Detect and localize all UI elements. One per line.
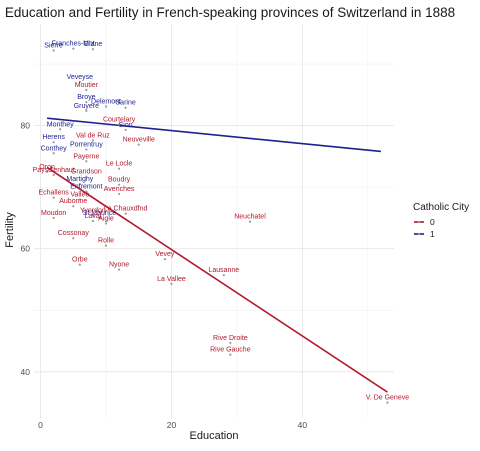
data-point <box>53 49 55 51</box>
data-point <box>53 217 55 219</box>
data-point <box>53 174 55 176</box>
legend-label: 1 <box>430 229 435 239</box>
data-point <box>72 205 74 207</box>
point-label: Rive Droite <box>213 335 248 342</box>
point-label: Avenches <box>104 186 135 193</box>
data-point <box>229 353 231 355</box>
point-label: Paysd'enhaut <box>33 167 75 174</box>
point-label: Payerne <box>73 153 99 160</box>
point-label: La Chauxdfnd <box>104 206 148 213</box>
point-label: Monthey <box>47 121 74 128</box>
x-tick-label: 20 <box>167 420 177 430</box>
y-tick-label: 40 <box>21 367 31 377</box>
data-point <box>59 128 61 130</box>
data-point <box>125 107 127 109</box>
x-tick-label: 0 <box>38 420 43 430</box>
data-point <box>92 220 94 222</box>
point-label: Orbe <box>72 257 88 264</box>
point-label: Le Locle <box>106 161 133 168</box>
point-label: Entremont <box>70 183 102 190</box>
data-point <box>53 197 55 199</box>
point-label: Aubonne <box>59 198 87 205</box>
point-label: Vevey <box>155 251 175 258</box>
point-label: V. De Geneve <box>366 395 409 402</box>
data-point <box>118 168 120 170</box>
data-point <box>118 269 120 271</box>
point-label: Veveyse <box>67 74 94 81</box>
data-point <box>92 48 94 50</box>
point-label: Cossonay <box>58 230 90 237</box>
data-point <box>223 274 225 276</box>
chart-title: Education and Fertility in French-speaki… <box>5 5 455 20</box>
point-label: Laval <box>85 213 102 220</box>
point-label: Echallens <box>38 190 69 197</box>
point-label: Rolle <box>98 238 114 245</box>
point-label: Conthey <box>41 145 68 152</box>
x-axis-title: Education <box>190 430 239 442</box>
data-point <box>85 160 87 162</box>
data-point <box>105 105 107 107</box>
x-tick-label: 40 <box>298 420 308 430</box>
data-point <box>105 222 107 224</box>
point-label: Nyone <box>109 262 129 269</box>
point-label: Val de Ruz <box>76 132 110 139</box>
legend: Catholic City 01 <box>413 202 469 239</box>
point-label: La Vallee <box>157 276 186 283</box>
trend-line-group-0 <box>47 167 387 392</box>
data-point <box>229 342 231 344</box>
y-tick-label: 60 <box>21 244 31 254</box>
data-point <box>249 221 251 223</box>
legend-key-point <box>418 233 420 235</box>
point-label: Moudon <box>41 210 66 217</box>
point-label: Herens <box>42 134 65 141</box>
point-label: Glane <box>84 41 103 48</box>
data-point <box>72 48 74 50</box>
legend-label: 0 <box>430 217 435 227</box>
legend-key-point <box>418 221 420 223</box>
point-label: Neuveville <box>123 137 155 144</box>
point-label: Boudry <box>108 177 131 184</box>
point-label: Rive Gauche <box>210 347 251 354</box>
legend-items: 01 <box>414 217 435 239</box>
data-point <box>85 148 87 150</box>
data-point <box>72 237 74 239</box>
point-label: Courtelary <box>103 116 136 123</box>
point-label: Lausanne <box>208 267 239 274</box>
data-point <box>170 283 172 285</box>
data-point <box>125 129 127 131</box>
point-label: Sierre <box>44 42 63 49</box>
data-point <box>125 213 127 215</box>
data-point <box>386 402 388 404</box>
point-label: Grandson <box>71 169 102 176</box>
point-label: Porrentruy <box>70 142 103 149</box>
legend-title: Catholic City <box>413 202 469 213</box>
point-label: Sarine <box>116 100 136 107</box>
data-point <box>85 110 87 112</box>
point-label: Gruyere <box>74 103 99 110</box>
y-tick-label: 80 <box>21 121 31 131</box>
data-point <box>164 258 166 260</box>
data-point <box>53 152 55 154</box>
data-point <box>138 144 140 146</box>
data-point <box>79 264 81 266</box>
data-point <box>85 89 87 91</box>
point-label: Neuchatel <box>234 214 266 221</box>
y-axis-title: Fertility <box>4 212 16 248</box>
data-point <box>105 245 107 247</box>
point-label: Martigny <box>66 176 93 183</box>
data-point <box>118 193 120 195</box>
data-point <box>53 141 55 143</box>
point-label: Moutier <box>75 82 99 89</box>
